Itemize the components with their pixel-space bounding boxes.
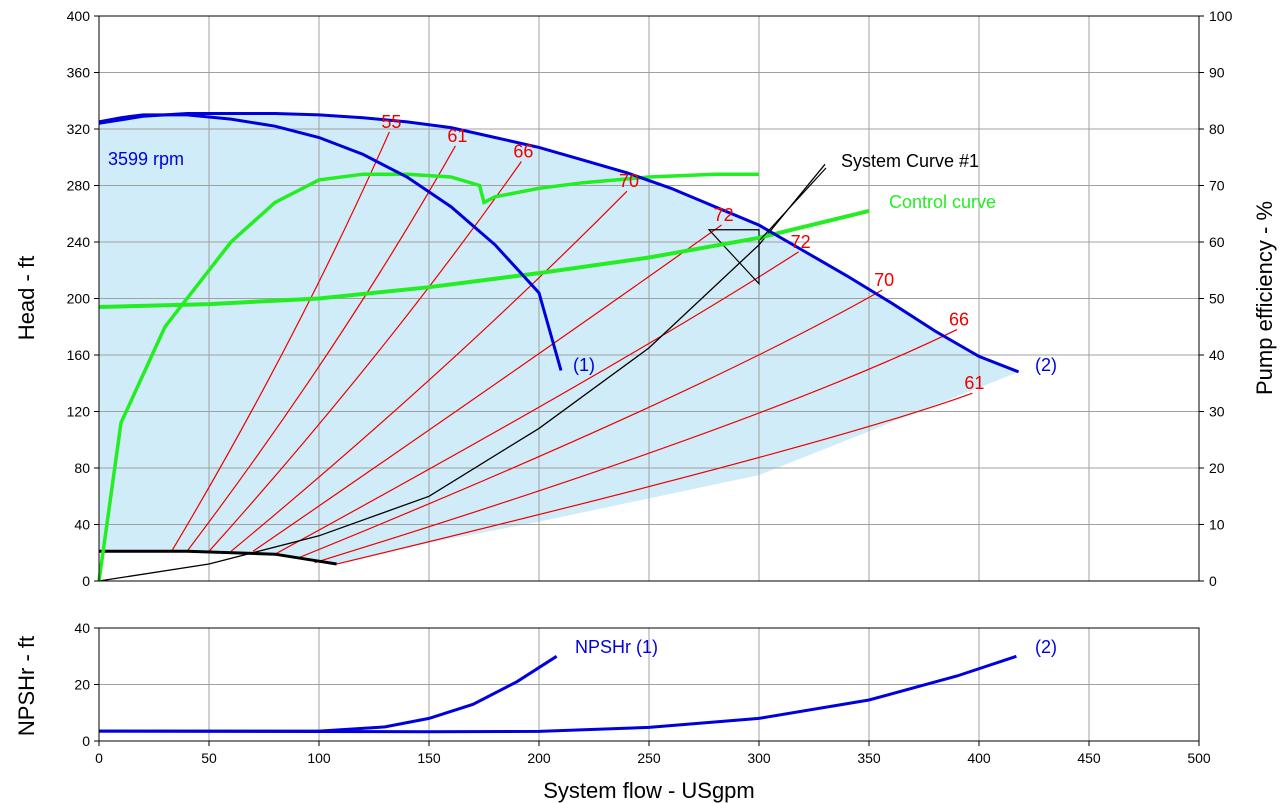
operating-area	[99, 113, 1019, 564]
efficiency-iso-line	[336, 392, 973, 565]
x-tick-label: 200	[527, 750, 551, 766]
x-tick-label: 300	[747, 750, 771, 766]
y2-tick-label: 60	[1209, 234, 1225, 250]
efficiency-iso-line	[314, 329, 958, 564]
efficiency-label: 61	[964, 373, 984, 393]
efficiency-label: 55	[381, 112, 401, 132]
y-tick-label: 0	[82, 573, 90, 589]
efficiency-label: 70	[619, 171, 639, 191]
system-curve-line	[98, 163, 826, 582]
x-axis-title: System flow - USgpm	[543, 778, 755, 803]
y2-tick-label: 0	[1209, 573, 1217, 589]
efficiency-label: 66	[949, 310, 969, 330]
efficiency-label: 61	[447, 126, 467, 146]
y-tick-label: 120	[67, 404, 91, 420]
y2-tick-label: 70	[1209, 178, 1225, 194]
y-axis-title-head: Head - ft	[14, 256, 39, 340]
pump-curve-1-label: (1)	[573, 355, 595, 375]
efficiency-label: 70	[874, 270, 894, 290]
pump-curve-1-line	[98, 113, 563, 371]
y-tick-label: 280	[67, 178, 91, 194]
efficiency-iso-line	[252, 224, 722, 552]
y2-tick-label: 20	[1209, 460, 1225, 476]
x-tick-label: 250	[637, 750, 661, 766]
y-tick-label: 360	[67, 65, 91, 81]
y-axis-title-npsh: NPSHr - ft	[14, 636, 39, 736]
y2-tick-label: 50	[1209, 291, 1225, 307]
y2-tick-label: 40	[1209, 347, 1225, 363]
plot-border	[98, 627, 1200, 742]
y2-tick-label: 100	[1209, 8, 1233, 24]
y-tick-label: 160	[67, 347, 91, 363]
x-tick-label: 100	[307, 750, 331, 766]
efficiency-label: 66	[513, 141, 533, 161]
y2-tick-label: 80	[1209, 121, 1225, 137]
efficiency-iso-line	[274, 251, 799, 555]
plot-border	[98, 15, 1200, 582]
npsh-curve-2-label: (2)	[1035, 637, 1057, 657]
efficiency-iso-line	[171, 131, 390, 552]
x-tick-label: 350	[857, 750, 881, 766]
y2-tick-label: 90	[1209, 65, 1225, 81]
efficiency-iso-line	[230, 190, 628, 552]
speed-label: 3599 rpm	[108, 149, 184, 169]
y-tick-label: 200	[67, 291, 91, 307]
y2-axis-title-efficiency: Pump efficiency - %	[1252, 201, 1277, 395]
y-tick-label: 80	[74, 460, 90, 476]
y-tick-label: 40	[74, 620, 90, 636]
pump-curve-2-label: (2)	[1035, 355, 1057, 375]
efficiency-iso-line	[186, 145, 456, 552]
y-tick-label: 320	[67, 121, 91, 137]
x-tick-label: 150	[417, 750, 441, 766]
efficiency-label: 72	[791, 232, 811, 252]
y2-tick-label: 30	[1209, 404, 1225, 420]
efficiency-iso-line	[296, 289, 883, 559]
system-curve-leader	[759, 167, 827, 241]
pump-curve-2-line	[98, 112, 1020, 374]
x-tick-label: 500	[1187, 750, 1211, 766]
npsh-curve-2	[98, 654, 1017, 734]
y2-tick-label: 10	[1209, 517, 1225, 533]
npsh-curve-1-label: NPSHr (1)	[575, 637, 658, 657]
x-tick-label: 0	[95, 750, 103, 766]
control-curve-label: Control curve	[889, 192, 996, 212]
efficiency-iso-line	[208, 161, 522, 552]
y-tick-label: 400	[67, 8, 91, 24]
y-tick-label: 20	[74, 677, 90, 693]
y-tick-label: 40	[74, 517, 90, 533]
x-tick-label: 450	[1077, 750, 1101, 766]
y-tick-label: 240	[67, 234, 91, 250]
control-curve-line	[98, 208, 870, 309]
system-curve-label: System Curve #1	[841, 151, 979, 171]
operating-point-marker	[707, 229, 760, 286]
main-plot: 0 40 80 120 160 200 240 280 320 360 400 0 10 20 30 40 50…	[67, 8, 1233, 589]
min-flow-curve	[99, 549, 337, 566]
efficiency-curve-line	[97, 172, 759, 582]
x-tick-label: 50	[201, 750, 217, 766]
x-tick-label: 400	[967, 750, 991, 766]
y-tick-label: 0	[82, 733, 90, 749]
efficiency-label: 72	[714, 205, 734, 225]
